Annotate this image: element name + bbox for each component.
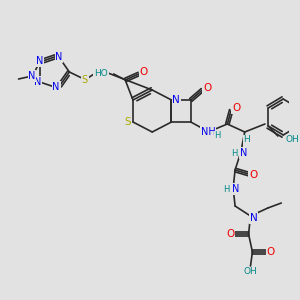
Text: OH: OH [244, 268, 257, 277]
Text: S: S [125, 117, 131, 127]
Text: O: O [140, 67, 148, 77]
Text: N: N [172, 95, 180, 105]
Text: N: N [55, 52, 63, 62]
Text: N: N [28, 71, 36, 81]
Text: OH: OH [286, 136, 299, 145]
Text: S: S [82, 75, 88, 85]
Text: N: N [240, 148, 247, 158]
Text: HO: HO [94, 68, 108, 77]
Text: N: N [36, 56, 44, 66]
Text: NH: NH [201, 127, 215, 137]
Text: N: N [52, 82, 60, 92]
Text: N: N [232, 184, 240, 194]
Text: N: N [250, 213, 257, 223]
Text: O: O [249, 170, 257, 180]
Text: O: O [267, 247, 275, 257]
Text: H: H [243, 136, 250, 145]
Text: O: O [232, 103, 240, 113]
Text: O: O [226, 229, 234, 239]
Text: O: O [203, 83, 211, 93]
Text: H: H [223, 184, 230, 194]
Text: H: H [214, 131, 221, 140]
Text: H: H [231, 148, 237, 158]
Text: N: N [34, 77, 41, 87]
